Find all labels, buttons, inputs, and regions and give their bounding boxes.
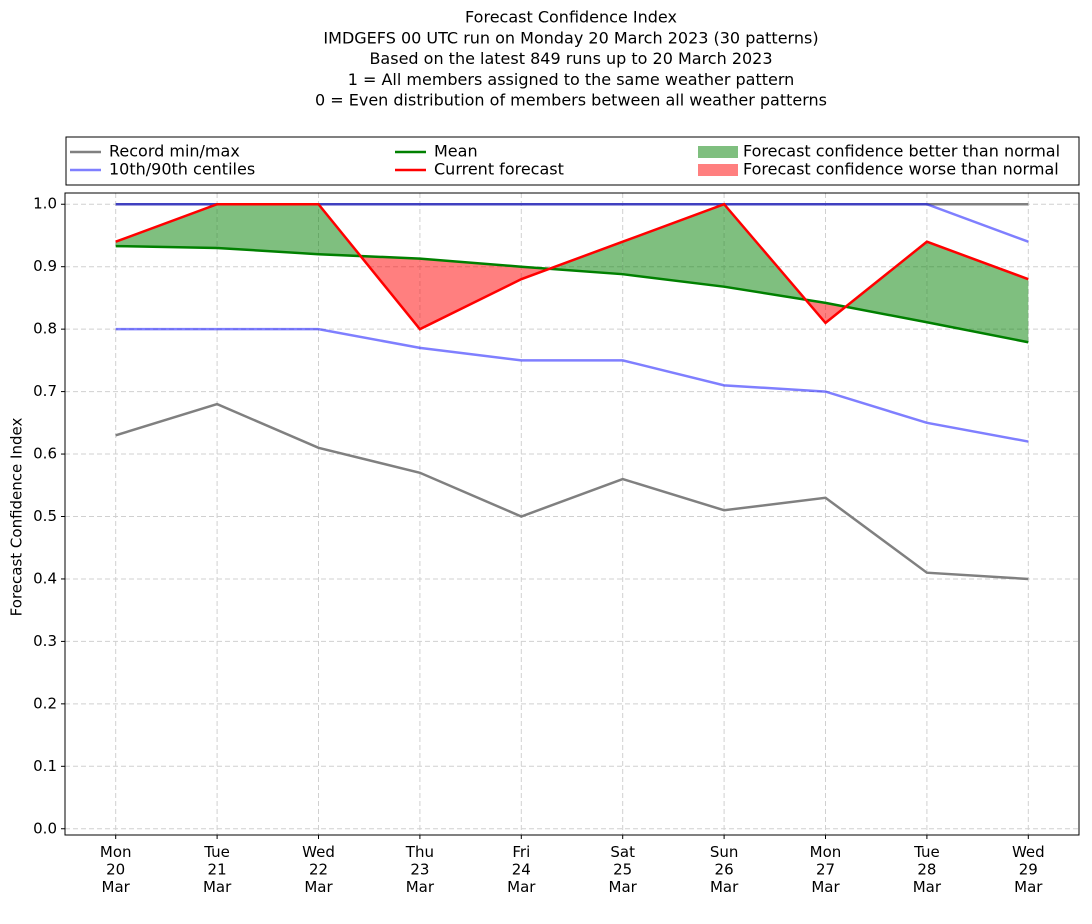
- y-tick-label: 0.1: [33, 757, 57, 775]
- x-tick-label-line: Tue: [913, 843, 940, 861]
- x-tick-label: Mon 27 Mar: [810, 843, 842, 896]
- line: [115, 327, 1029, 443]
- legend-label: Forecast confidence worse than normal: [743, 160, 1059, 179]
- chart-title: IMDGEFS 00 UTC run on Monday 20 March 20…: [323, 28, 818, 47]
- x-tick-label-line: 24: [512, 860, 531, 878]
- fill-worse: [419, 258, 522, 330]
- y-tick-label: 0.6: [33, 445, 57, 463]
- legend-label: Mean: [434, 142, 478, 161]
- x-tick-label-line: Mar: [1014, 878, 1043, 896]
- fill-better: [217, 204, 319, 255]
- x-tick-label-line: Tue: [203, 843, 230, 861]
- x-tick-label-line: 27: [816, 860, 835, 878]
- x-tick-label-line: Thu: [405, 843, 434, 861]
- x-tick-label-line: Mar: [710, 878, 739, 896]
- x-tick-label-line: Sun: [710, 843, 739, 861]
- y-tick-label: 0.4: [33, 569, 57, 587]
- x-tick-label: Wed 29 Mar: [1012, 843, 1045, 896]
- x-tick-label-line: Mar: [203, 878, 232, 896]
- y-axis-label: Forecast Confidence Index: [8, 418, 26, 617]
- legend-swatch: [698, 146, 738, 158]
- x-tick-label-line: Wed: [302, 843, 335, 861]
- x-tick-label: Wed 22 Mar: [302, 843, 335, 896]
- x-tick-label: Fri 24 Mar: [507, 843, 536, 896]
- y-tick-label: 0.8: [33, 320, 57, 338]
- y-tick-label: 0.3: [33, 632, 57, 650]
- chart-title: 0 = Even distribution of members between…: [315, 91, 827, 110]
- x-tick-label-line: 23: [410, 860, 429, 878]
- y-tick-label: 0.0: [33, 819, 57, 837]
- x-tick-label-line: Mar: [406, 878, 435, 896]
- x-tick-label-line: 22: [309, 860, 328, 878]
- x-tick-label-line: 20: [106, 860, 125, 878]
- x-tick-label-line: Mar: [507, 878, 536, 896]
- fill-better: [926, 241, 1029, 343]
- chart-title: Forecast Confidence Index: [465, 8, 677, 27]
- y-tick-label: 0.2: [33, 694, 57, 712]
- line: [115, 402, 1029, 581]
- x-tick-label: Mon 20 Mar: [100, 843, 132, 896]
- line: [115, 244, 1029, 344]
- x-tick-label-line: Mar: [304, 878, 333, 896]
- x-tick-label: Sun 26 Mar: [710, 843, 739, 896]
- fill-better: [622, 204, 725, 287]
- legend-box: [65, 136, 1080, 186]
- x-tick-label-line: Mar: [102, 878, 131, 896]
- chart-title: 1 = All members assigned to the same wea…: [348, 70, 795, 89]
- legend-label: 10th/90th centiles: [109, 160, 255, 179]
- x-tick-label-line: Fri: [512, 843, 530, 861]
- fill-better: [549, 241, 623, 275]
- x-tick-label-line: 28: [917, 860, 936, 878]
- legend-label: Forecast confidence better than normal: [743, 142, 1060, 161]
- y-tick-label: 1.0: [33, 195, 57, 213]
- fill-better: [845, 241, 927, 323]
- x-tick-label-line: 25: [613, 860, 632, 878]
- fill-better: [115, 204, 218, 248]
- x-tick-label: Tue 21 Mar: [203, 843, 232, 896]
- y-tick-label: 0.9: [33, 257, 57, 275]
- y-tick-label: 0.7: [33, 382, 57, 400]
- x-tick-label-line: Wed: [1012, 843, 1045, 861]
- y-tick-label: 0.5: [33, 507, 57, 525]
- x-tick-label-line: Mon: [810, 843, 842, 861]
- x-tick-label: Sat 25 Mar: [609, 843, 638, 896]
- x-tick-label-line: 21: [208, 860, 227, 878]
- x-tick-label-line: Mar: [811, 878, 840, 896]
- x-tick-label: Tue 28 Mar: [913, 843, 942, 896]
- x-tick-label-line: Mar: [609, 878, 638, 896]
- legend-label: Record min/max: [109, 142, 240, 161]
- legend-swatch: [698, 164, 738, 176]
- x-tick-label-line: Sat: [610, 843, 635, 861]
- x-tick-label: Thu 23 Mar: [405, 843, 435, 896]
- x-tick-label-line: Mar: [913, 878, 942, 896]
- chart-title: Based on the latest 849 runs up to 20 Ma…: [369, 49, 772, 68]
- line: [115, 202, 1029, 331]
- plot-frame: [64, 192, 1080, 836]
- x-tick-label-line: 26: [715, 860, 734, 878]
- x-tick-label-line: 29: [1019, 860, 1038, 878]
- x-tick-label-line: Mon: [100, 843, 132, 861]
- legend-label: Current forecast: [434, 160, 564, 179]
